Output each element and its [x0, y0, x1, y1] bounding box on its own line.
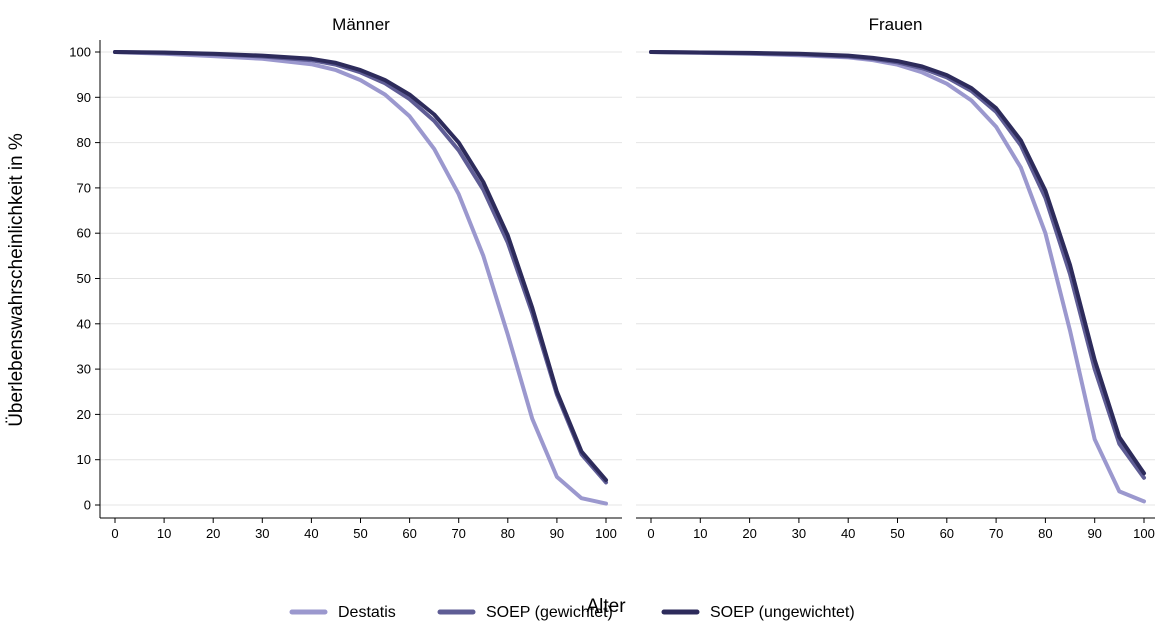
y-tick-label: 20: [77, 407, 91, 422]
x-tick-label: 40: [304, 526, 318, 541]
series-line-soep-ungewichtet: [649, 50, 1146, 476]
x-tick-label: 20: [206, 526, 220, 541]
y-tick-label: 30: [77, 362, 91, 377]
y-tick-label: 0: [84, 498, 91, 513]
x-tick-label: 80: [501, 526, 515, 541]
y-tick-label: 10: [77, 452, 91, 467]
x-axis-title: Alter: [586, 596, 626, 617]
series-line-destatis: [113, 50, 608, 506]
x-tick-label: 20: [742, 526, 756, 541]
x-tick-label: 70: [989, 526, 1003, 541]
y-tick-label: 50: [77, 271, 91, 286]
legend: Destatis SOEP (gewichtet) SOEP (ungewichte…: [289, 604, 855, 621]
x-tick-label: 100: [595, 526, 617, 541]
legend-label: Destatis: [338, 604, 396, 621]
x-tick-label: 60: [402, 526, 416, 541]
x-tick-label: 10: [157, 526, 171, 541]
x-tick-label: 60: [940, 526, 954, 541]
panel-title: Männer: [332, 15, 390, 34]
x-tick-label: 90: [550, 526, 564, 541]
panel-right: Frauen 0 10 20 30 40 50 60 70 80 90 100: [636, 15, 1155, 541]
x-tick-label: 50: [890, 526, 904, 541]
y-tick-label: 100: [69, 45, 91, 60]
y-tick-label: 90: [77, 90, 91, 105]
panel-left: Männer 0 10 20 30 40 50 60 70 80 90 100 0 10 20 30 40 50 6…: [69, 15, 622, 541]
y-tick-label: 60: [77, 226, 91, 241]
x-tick-label: 0: [647, 526, 654, 541]
y-tick-label: 40: [77, 316, 91, 331]
x-tick-label: 40: [841, 526, 855, 541]
x-tick-label: 70: [451, 526, 465, 541]
x-tick-label: 30: [792, 526, 806, 541]
y-tick-label: 80: [77, 135, 91, 150]
x-tick-label: 80: [1038, 526, 1052, 541]
x-tick-label: 90: [1087, 526, 1101, 541]
legend-label: SOEP (ungewichtet): [710, 604, 855, 621]
x-tick-label: 100: [1133, 526, 1155, 541]
panel-title: Frauen: [869, 15, 923, 34]
legend-label: SOEP (gewichtet): [486, 604, 613, 621]
series-line-soep-ungewichtet: [113, 50, 608, 483]
x-tick-label: 0: [111, 526, 118, 541]
y-tick-label: 70: [77, 180, 91, 195]
x-tick-label: 50: [353, 526, 367, 541]
x-tick-label: 30: [255, 526, 269, 541]
y-axis-title: Überlebenswahrscheinlichkeit in %: [6, 133, 27, 427]
x-tick-label: 10: [693, 526, 707, 541]
